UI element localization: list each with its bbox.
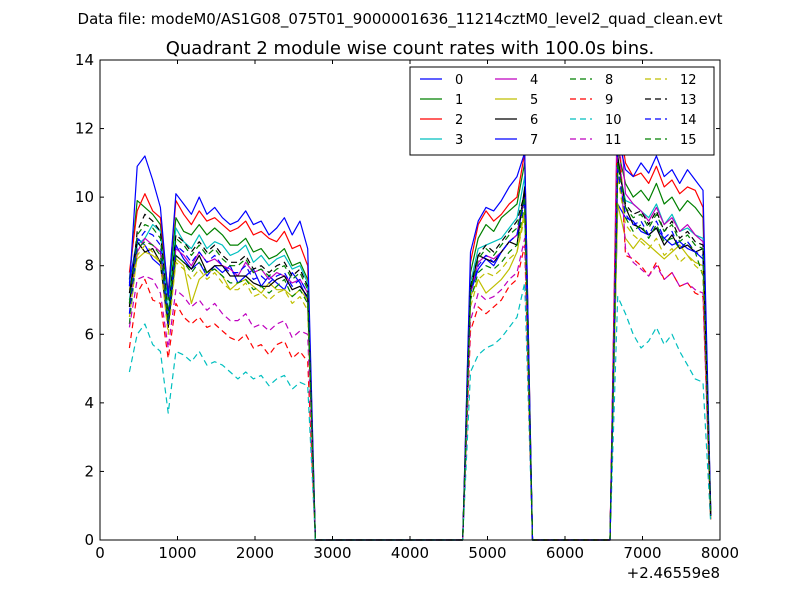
y-tick-label: 14 bbox=[75, 51, 94, 69]
x-tick-label: 3000 bbox=[313, 544, 351, 562]
y-tick-label: 2 bbox=[84, 462, 94, 480]
x-tick-label: 5000 bbox=[468, 544, 506, 562]
legend-label-9: 9 bbox=[605, 93, 613, 108]
legend-label-4: 4 bbox=[530, 73, 538, 88]
y-tick-label: 12 bbox=[75, 120, 94, 138]
x-tick-label: 6000 bbox=[546, 544, 584, 562]
legend-label-5: 5 bbox=[530, 93, 538, 108]
y-tick-label: 8 bbox=[84, 257, 94, 275]
legend-label-8: 8 bbox=[605, 73, 613, 88]
legend-label-2: 2 bbox=[455, 113, 463, 128]
y-tick-label: 0 bbox=[84, 531, 94, 549]
legend-label-11: 11 bbox=[605, 133, 622, 148]
x-tick-label: 7000 bbox=[623, 544, 661, 562]
legend-label-0: 0 bbox=[455, 73, 463, 88]
y-tick-label: 10 bbox=[75, 188, 94, 206]
x-offset-label: +2.46559e8 bbox=[627, 564, 720, 582]
series-line-11 bbox=[128, 117, 712, 541]
y-tick-label: 6 bbox=[84, 325, 94, 343]
legend-label-14: 14 bbox=[680, 113, 697, 128]
x-tick-label: 0 bbox=[95, 544, 105, 562]
legend-label-13: 13 bbox=[680, 93, 697, 108]
y-tick-label: 4 bbox=[84, 394, 94, 412]
series-line-10 bbox=[128, 282, 712, 541]
legend-label-1: 1 bbox=[455, 93, 463, 108]
chart-suptitle: Data file: modeM0/AS1G08_075T01_90000016… bbox=[78, 10, 723, 29]
x-tick-label: 2000 bbox=[236, 544, 274, 562]
legend-box bbox=[409, 66, 715, 156]
legend-label-6: 6 bbox=[530, 113, 538, 128]
series-line-5 bbox=[128, 203, 712, 541]
legend-label-15: 15 bbox=[680, 133, 697, 148]
legend-label-12: 12 bbox=[680, 73, 697, 88]
x-tick-label: 1000 bbox=[158, 544, 196, 562]
axis-ticks: 0 1000 2000 3000 4000 5000 6000 7000 80000246810… bbox=[75, 51, 739, 562]
legend-label-3: 3 bbox=[455, 133, 463, 148]
x-tick-label: 8000 bbox=[701, 544, 739, 562]
legend-label-7: 7 bbox=[530, 133, 538, 148]
chart-title: Quadrant 2 module wise count rates with … bbox=[166, 38, 655, 59]
x-tick-label: 4000 bbox=[391, 544, 429, 562]
legend-label-10: 10 bbox=[605, 113, 622, 128]
